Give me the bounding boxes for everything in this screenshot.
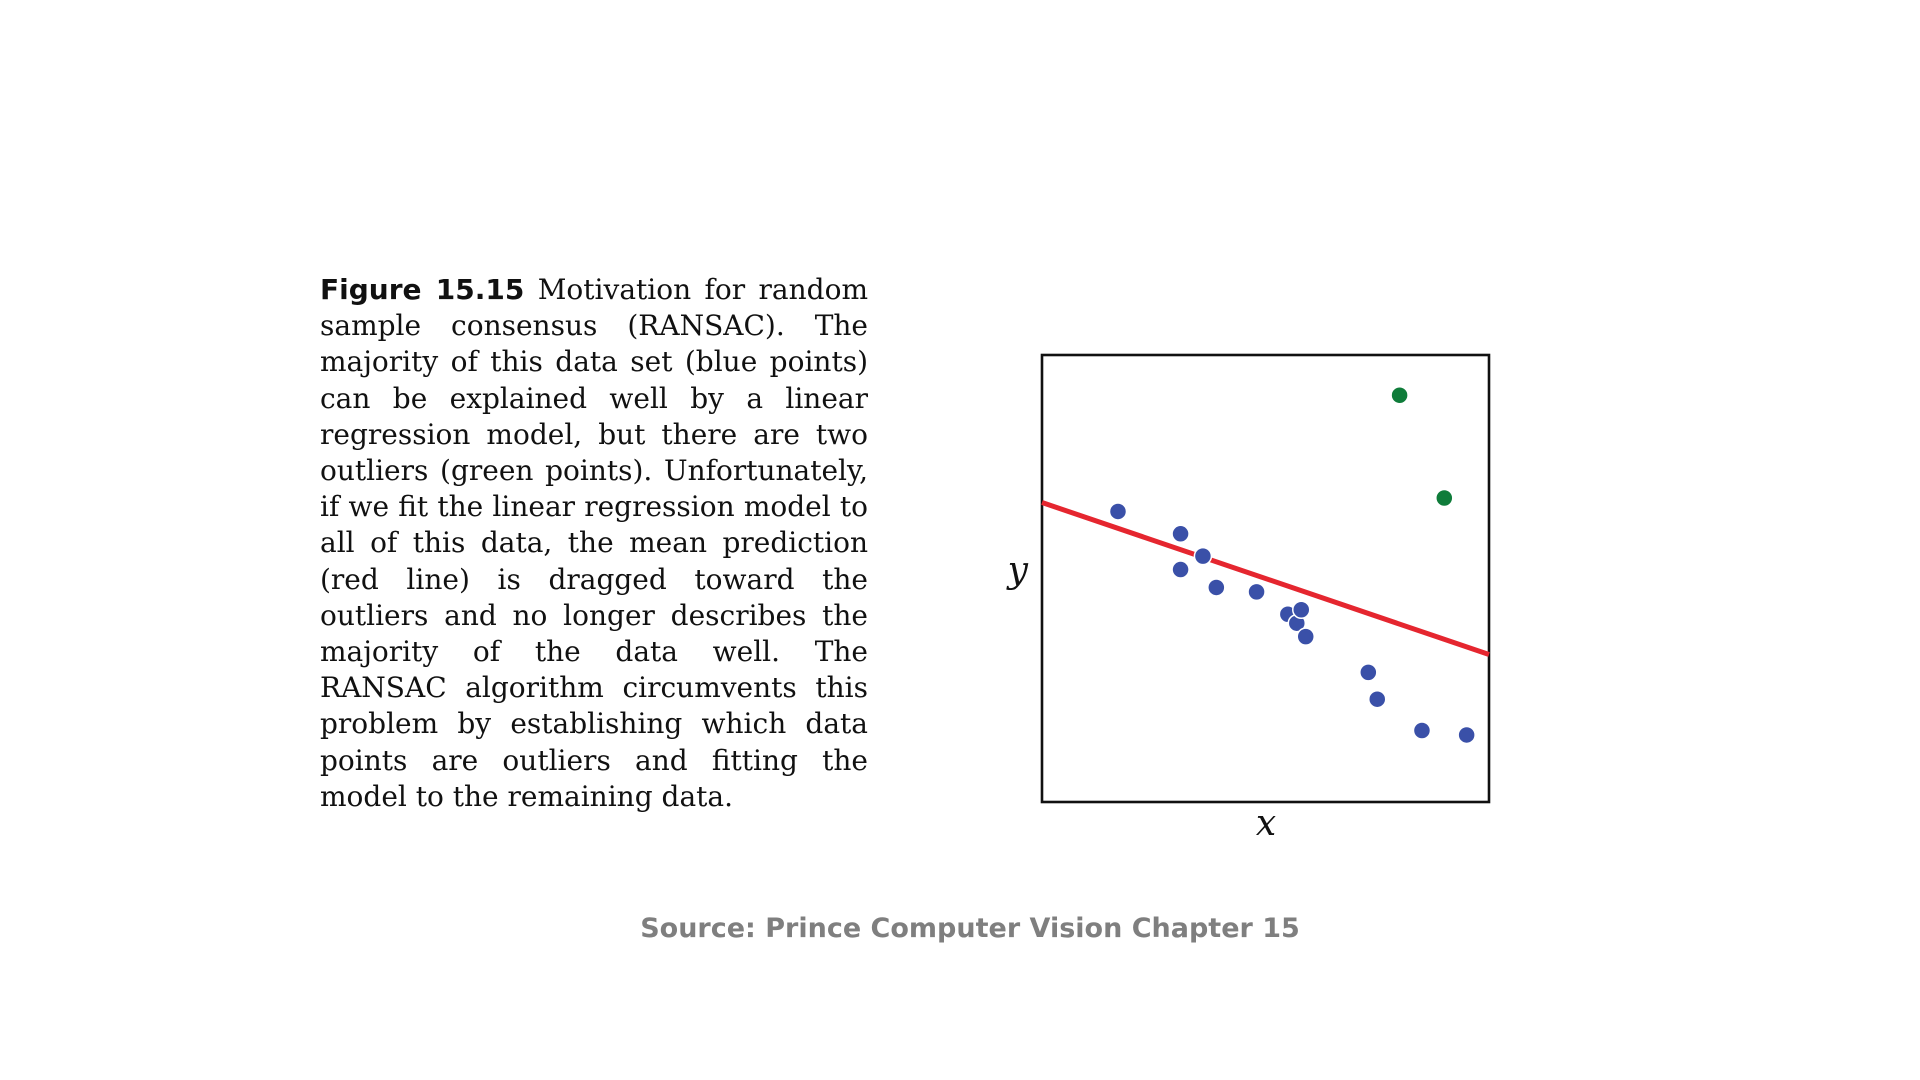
inlier-point-5 (1207, 578, 1226, 597)
regression-fit-line (1041, 500, 1490, 657)
inlier-point-1 (1108, 502, 1128, 521)
inlier-point-12 (1368, 689, 1387, 709)
inlier-point-4 (1171, 560, 1190, 579)
inlier-point-13 (1412, 721, 1432, 740)
figure-label: Figure 15.15 (320, 273, 525, 306)
inlier-point-6 (1247, 582, 1266, 602)
inlier-point-10 (1296, 627, 1315, 646)
figure-caption-text: Motivation for random sample consensus (… (320, 273, 868, 813)
inlier-point-11 (1359, 663, 1378, 682)
inlier-point-14 (1457, 725, 1476, 745)
x-axis-label: x (1256, 803, 1276, 844)
plot-marks (1041, 385, 1490, 745)
inlier-point-3 (1193, 546, 1213, 566)
outlier-point-2 (1435, 488, 1454, 508)
inlier-point-2 (1171, 524, 1190, 544)
outlier-point-1 (1390, 385, 1409, 405)
inlier-point-9 (1292, 600, 1311, 620)
source-credit: Source: Prince Computer Vision Chapter 1… (640, 913, 1300, 944)
y-axis-label: y (1006, 550, 1029, 591)
figure-caption: Figure 15.15 Motivation for random sampl… (320, 272, 868, 815)
ransac-scatter-plot: y x (1006, 353, 1491, 844)
